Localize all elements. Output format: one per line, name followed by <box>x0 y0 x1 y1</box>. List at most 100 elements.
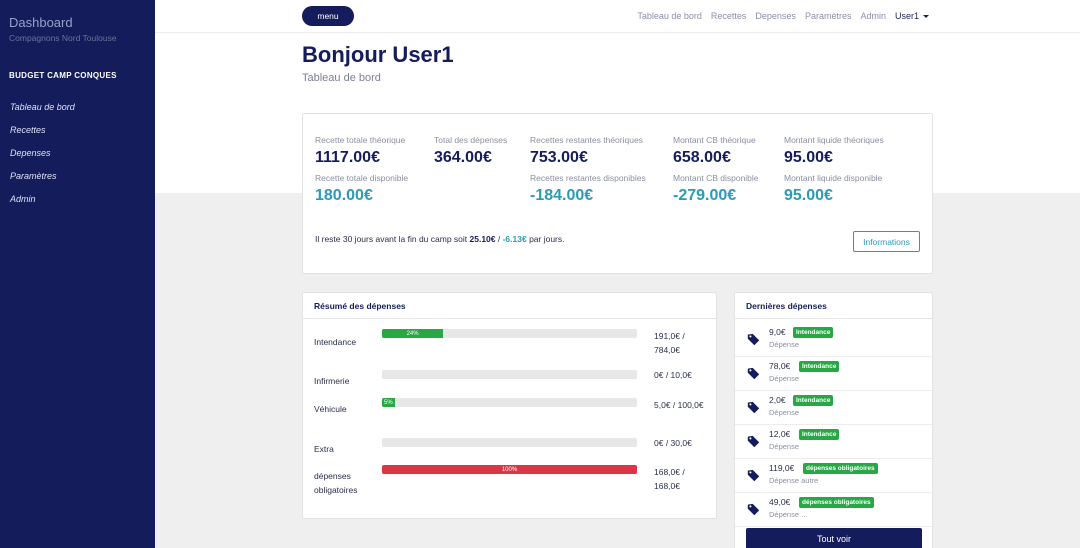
stat-restantes-theoriques: Recettes restantes théoriques 753.00€ <box>530 135 643 167</box>
expense-amount: 78,0€ <box>769 361 791 371</box>
days-remaining-text: Il reste 30 jours avant la fin du camp s… <box>315 234 565 244</box>
category-badge: dépenses obligatoires <box>799 497 874 508</box>
summary-label: Infirmerie <box>314 376 350 386</box>
sidebar-item-admin[interactable]: Admin <box>10 194 36 204</box>
summary-amount: 191,0€ / 784,0€ <box>654 331 685 355</box>
progress-fill: 100% <box>382 465 637 474</box>
card-title: Résumé des dépenses <box>303 293 716 319</box>
expense-description: Dépense <box>769 408 800 417</box>
per-day-theorique: 25.10€ <box>469 234 496 244</box>
expense-amount: 2,0€ <box>769 395 786 405</box>
stat-label: Montant CB théorique <box>673 135 756 145</box>
stat-restantes-disponibles: Recettes restantes disponibles -184.00€ <box>530 173 646 205</box>
progress-bar: 100% <box>382 465 637 474</box>
progress-bar: 5% <box>382 398 637 407</box>
per-day-disponible: -6.13€ <box>502 234 527 244</box>
progress-fill: 24% <box>382 329 444 338</box>
user-name: User1 <box>894 11 919 21</box>
summary-label: Extra <box>314 444 334 454</box>
topnav-tableau-de-bord[interactable]: Tableau de bord <box>637 11 702 21</box>
stat-liquide-disponible: Montant liquide disponible 95.00€ <box>784 173 882 205</box>
progress-bar: 24% <box>382 329 637 338</box>
sidebar-item-recettes[interactable]: Recettes <box>10 125 46 135</box>
progress-label: 100% <box>501 466 518 473</box>
sidebar-section-heading: BUDGET CAMP CONQUES <box>9 71 117 80</box>
sidebar-title[interactable]: Dashboard <box>9 15 73 30</box>
stat-value: 753.00€ <box>530 149 588 166</box>
card-title: Dernières dépenses <box>735 293 932 319</box>
see-all-button[interactable]: Tout voir <box>746 528 922 548</box>
list-item[interactable]: 78,0€ Intendance Dépense <box>735 357 932 391</box>
category-badge: Intendance <box>793 395 834 406</box>
stat-value: 658.00€ <box>673 149 731 166</box>
summary-amount: 168,0€ / 168,0€ <box>654 467 685 491</box>
list-item[interactable]: 119,0€ dépenses obligatoires Dépense aut… <box>735 459 932 493</box>
progress-label: 5% <box>384 399 393 406</box>
progress-bar <box>382 370 637 379</box>
stat-label: Montant liquide théoriques <box>784 135 884 145</box>
stat-label: Recettes restantes disponibles <box>530 173 646 183</box>
tag-icon <box>747 503 760 516</box>
stat-label: Recette totale disponible <box>315 173 409 183</box>
stat-label: Montant CB disponible <box>673 173 759 183</box>
progress-fill: 5% <box>382 398 395 407</box>
list-item[interactable]: 2,0€ Intendance Dépense <box>735 391 932 425</box>
tag-icon <box>747 367 760 380</box>
days-prefix: Il reste 30 jours avant la fin du camp s… <box>315 234 470 244</box>
category-badge: dépenses obligatoires <box>803 463 878 474</box>
tag-icon <box>747 435 760 448</box>
stat-label: Total des dépenses <box>434 135 508 145</box>
page-subtitle: Tableau de bord <box>302 72 381 84</box>
progress-label: 24% <box>406 330 419 337</box>
chevron-down-icon <box>923 15 929 19</box>
expense-amount: 9,0€ <box>769 327 786 337</box>
expense-summary-card: Résumé des dépenses Intendance 24% 191,0… <box>302 292 717 519</box>
days-suffix: par jours. <box>526 234 565 244</box>
sidebar-item-tableau-de-bord[interactable]: Tableau de bord <box>10 102 75 112</box>
category-badge: Intendance <box>799 429 840 440</box>
stat-label: Recettes restantes théoriques <box>530 135 643 145</box>
progress-bar <box>382 438 637 447</box>
informations-button[interactable]: Informations <box>853 231 920 252</box>
sidebar-subtitle: Compagnons Nord Toulouse <box>9 33 117 43</box>
menu-button[interactable]: menu <box>302 6 354 26</box>
sidebar: Dashboard Compagnons Nord Toulouse BUDGE… <box>0 0 155 548</box>
sidebar-nav: Tableau de bord Recettes Depenses Paramè… <box>10 101 75 216</box>
stat-value: -279.00€ <box>673 187 737 204</box>
recent-expenses-card: Dernières dépenses 9,0€ Intendance Dépen… <box>734 292 933 548</box>
expense-amount: 49,0€ <box>769 497 791 507</box>
stat-value: 364.00€ <box>434 149 492 166</box>
list-item[interactable]: 12,0€ Intendance Dépense <box>735 425 932 459</box>
list-item[interactable]: 9,0€ Intendance Dépense <box>735 323 932 357</box>
topnav-admin[interactable]: Admin <box>860 11 886 21</box>
stat-cb-theorique: Montant CB théorique 658.00€ <box>673 135 756 167</box>
expense-description: Dépense ... <box>769 510 808 519</box>
summary-label: dépenses obligatoires <box>314 471 358 495</box>
stats-card: Recette totale théorique 1117.00€ Recett… <box>302 113 933 274</box>
stat-label: Recette totale théorique <box>315 135 406 145</box>
stat-value: 1117.00€ <box>315 149 380 166</box>
topnav-recettes[interactable]: Recettes <box>710 11 747 21</box>
sidebar-item-depenses[interactable]: Depenses <box>10 148 51 158</box>
summary-label: Intendance <box>314 337 357 347</box>
tag-icon <box>747 469 760 482</box>
stat-label: Montant liquide disponible <box>784 173 883 183</box>
page-title: Bonjour User1 <box>302 42 454 67</box>
days-separator: / <box>495 234 503 244</box>
summary-amount: 5,0€ / 100,0€ <box>654 400 704 410</box>
topnav-depenses[interactable]: Depenses <box>755 11 796 21</box>
stat-value: -184.00€ <box>530 187 594 204</box>
topnav-parametres[interactable]: Paramètres <box>804 11 852 21</box>
summary-amount: 0€ / 30,0€ <box>654 438 692 448</box>
category-badge: Intendance <box>793 327 834 338</box>
user-menu[interactable]: User1 <box>895 11 929 21</box>
topbar-divider <box>155 32 1080 33</box>
summary-label: Véhicule <box>314 404 347 414</box>
expense-description: Dépense autre <box>769 476 819 485</box>
category-badge: Intendance <box>799 361 840 372</box>
stat-value: 95.00€ <box>784 187 833 204</box>
list-item[interactable]: 49,0€ dépenses obligatoires Dépense ... <box>735 493 932 527</box>
tag-icon <box>747 333 760 346</box>
sidebar-item-parametres[interactable]: Paramètres <box>10 171 57 181</box>
stat-value: 95.00€ <box>784 149 833 166</box>
